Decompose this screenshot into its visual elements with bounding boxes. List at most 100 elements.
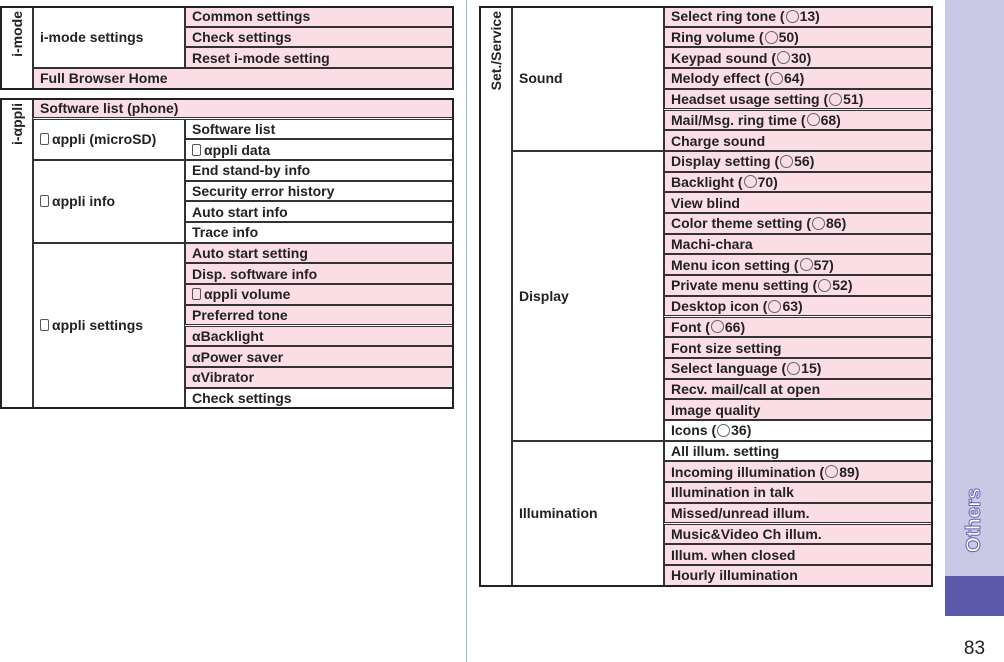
cell-text: Full Browser Home xyxy=(40,70,168,87)
menu-icon xyxy=(806,113,820,127)
cell-text: i-mode settings xyxy=(40,29,144,46)
cell-text: Backlight ( xyxy=(671,173,743,190)
group-name: i-mode settings xyxy=(33,6,185,69)
item: Private menu setting ( 52) xyxy=(664,275,933,296)
section-label-text: i-mode xyxy=(8,11,25,57)
item: Auto start info xyxy=(185,201,454,222)
side-strip xyxy=(945,0,1004,576)
cell-text: Sound xyxy=(519,70,563,87)
cell-text: Icons ( xyxy=(671,422,717,439)
cell-text: Preferred tone xyxy=(192,307,288,324)
side-tab: Others xyxy=(945,470,1004,570)
column-divider xyxy=(466,0,467,662)
item: Trace info xyxy=(185,222,454,243)
cell-text: Charge sound xyxy=(671,132,766,149)
page-ref: 52) xyxy=(832,277,853,294)
item: Common settings xyxy=(185,6,454,27)
item: Check settings xyxy=(185,26,454,48)
cell-text: Software list xyxy=(192,120,276,137)
appli-icon xyxy=(192,288,201,301)
section-label: i-αppli xyxy=(0,97,33,409)
item: Backlight (70) xyxy=(664,171,933,193)
cell-text: Menu icon setting ( xyxy=(671,256,799,273)
menu-icon xyxy=(768,299,782,313)
item: Display setting (56) xyxy=(664,150,933,172)
cell-text: αppli info xyxy=(52,193,116,210)
item: Illum. when closed xyxy=(664,544,933,565)
menu-icon xyxy=(787,361,801,375)
cell-text: Trace info xyxy=(192,224,259,241)
menu-icon xyxy=(780,154,794,168)
cell-text: αppli (microSD) xyxy=(52,131,157,148)
section-label-text: i-αppli xyxy=(8,102,25,145)
group-name: Display xyxy=(512,150,664,441)
page-ref: 50) xyxy=(778,29,799,46)
group-name: Illumination xyxy=(512,440,664,586)
cell-text: αppli volume xyxy=(204,286,291,303)
item: Disp. software info xyxy=(185,263,454,285)
item: Recv. mail/call at open xyxy=(664,378,933,400)
cell-text: αPower saver xyxy=(192,348,284,365)
menu-icon xyxy=(710,320,724,334)
cell-text: Private menu setting ( xyxy=(671,277,818,294)
menu-icon xyxy=(829,92,843,106)
page-number: 83 xyxy=(963,638,986,659)
group-row: Software list (phone) xyxy=(33,97,454,119)
group-row: Full Browser Home xyxy=(33,68,454,89)
cell-text: Recv. mail/call at open xyxy=(671,380,821,397)
cell-text: Keypad sound ( xyxy=(671,49,777,66)
page-ref: 68) xyxy=(820,111,841,128)
menu-icon xyxy=(770,71,784,85)
appli-icon xyxy=(40,133,49,146)
appli-icon xyxy=(40,195,49,208)
cell-text: Melody effect ( xyxy=(671,70,770,87)
item: Mail/Msg. ring time (68) xyxy=(664,109,933,131)
cell-text: Common settings xyxy=(192,8,311,25)
item: αPower saver xyxy=(185,346,454,367)
item: All illum. setting xyxy=(664,440,933,462)
cell-text: Color theme setting ( xyxy=(671,215,812,232)
group-name: Sound xyxy=(512,6,664,151)
menu-icon xyxy=(777,51,791,65)
item: Icons ( 36) xyxy=(664,420,933,441)
page-ref: 15) xyxy=(801,360,822,377)
cell-text: Select ring tone ( xyxy=(671,8,785,25)
page-ref: 36) xyxy=(731,422,752,439)
item: Select ring tone (13) xyxy=(664,6,933,27)
cell-text: End stand-by info xyxy=(192,162,311,179)
cell-text: Auto start setting xyxy=(192,245,308,262)
menu-icon xyxy=(818,278,832,292)
item: End stand-by info xyxy=(185,159,454,181)
item: Keypad sound ( 30) xyxy=(664,47,933,69)
cell-text: Disp. software info xyxy=(192,265,318,282)
cell-text: Image quality xyxy=(671,401,761,418)
item: Missed/unread illum. xyxy=(664,502,933,524)
item: Auto start setting xyxy=(185,242,454,264)
side-tab-text: Others xyxy=(963,487,986,553)
item: Headset usage setting (51) xyxy=(664,88,933,110)
item: Music&Video Ch illum. xyxy=(664,523,933,545)
cell-text: Incoming illumination ( xyxy=(671,463,825,480)
side-tab-block xyxy=(945,576,1004,616)
item: Hourly illumination xyxy=(664,564,933,586)
item: αBacklight xyxy=(185,325,454,347)
cell-text: Font ( xyxy=(671,318,710,335)
cell-text: αBacklight xyxy=(192,327,264,344)
cell-text: View blind xyxy=(671,194,740,211)
page-ref: 89) xyxy=(839,463,860,480)
item: Machi-chara xyxy=(664,233,933,255)
menu-icon xyxy=(717,423,731,437)
cell-text: Display setting ( xyxy=(671,153,780,170)
item: Melody effect (64) xyxy=(664,68,933,89)
cell-text: Font size setting xyxy=(671,339,782,356)
page-ref: 30) xyxy=(791,49,812,66)
section-label-text: Set./Service xyxy=(487,11,504,91)
item: Color theme setting (86) xyxy=(664,213,933,234)
menu-icon xyxy=(825,465,839,479)
cell-text: αppli data xyxy=(204,141,271,158)
cell-text: Music&Video Ch illum. xyxy=(671,525,822,542)
item: Desktop icon (63) xyxy=(664,295,933,317)
cell-text: αppli settings xyxy=(52,317,144,334)
cell-text: Illumination xyxy=(519,505,598,522)
